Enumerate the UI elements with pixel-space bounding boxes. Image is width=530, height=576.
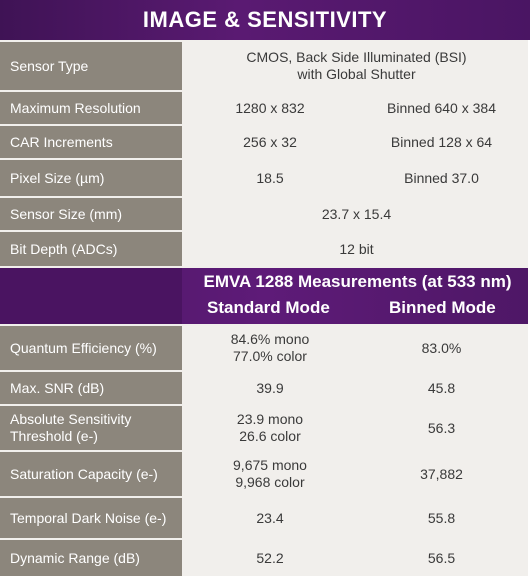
standard-value: 9,675 mono 9,968 color — [185, 452, 355, 496]
standard-value: 23.4 — [185, 498, 355, 538]
binned-value: Binned 128 x 64 — [355, 126, 528, 158]
binned-value: 55.8 — [355, 498, 528, 538]
section-title: IMAGE & SENSITIVITY — [0, 0, 530, 40]
row-value: 12 bit — [185, 232, 528, 266]
spec-row-pixel-size: Pixel Size (µm) 18.5 Binned 37.0 — [0, 160, 530, 196]
binned-value: 45.8 — [355, 372, 528, 404]
binned-value: 37,882 — [355, 452, 528, 496]
emva-header-blank — [0, 268, 182, 324]
row-value: CMOS, Back Side Illuminated (BSI) with Gl… — [185, 42, 528, 90]
binned-value: 83.0% — [355, 326, 528, 370]
measure-row-temporal-dark-noise: Temporal Dark Noise (e-) 23.4 55.8 — [0, 498, 530, 538]
row-label: Sensor Size (mm) — [0, 198, 182, 230]
row-label: Maximum Resolution — [0, 92, 182, 124]
standard-value: 256 x 32 — [185, 126, 355, 158]
standard-value: 84.6% mono 77.0% color — [185, 326, 355, 370]
standard-value: 52.2 — [185, 540, 355, 576]
emva-header: EMVA 1288 Measurements (at 533 nm) Stand… — [0, 268, 530, 324]
row-label: Bit Depth (ADCs) — [0, 232, 182, 266]
spec-row-sensor-type: Sensor Type CMOS, Back Side Illuminated … — [0, 42, 530, 90]
row-label: Dynamic Range (dB) — [0, 540, 182, 576]
row-label: Saturation Capacity (e-) — [0, 452, 182, 496]
row-label: Sensor Type — [0, 42, 182, 90]
measure-row-absolute-sensitivity: Absolute Sensitivity Threshold (e-) 23.9 … — [0, 406, 530, 450]
binned-value: 56.3 — [355, 406, 528, 450]
table-border — [528, 40, 530, 576]
measure-row-saturation-capacity: Saturation Capacity (e-) 9,675 mono 9,968… — [0, 452, 530, 496]
row-label: Temporal Dark Noise (e-) — [0, 498, 182, 538]
row-label: CAR Increments — [0, 126, 182, 158]
binned-value: 56.5 — [355, 540, 528, 576]
row-label: Quantum Efficiency (%) — [0, 326, 182, 370]
standard-value: 18.5 — [185, 160, 355, 196]
spec-row-sensor-size: Sensor Size (mm) 23.7 x 15.4 — [0, 198, 530, 230]
row-label: Max. SNR (dB) — [0, 372, 182, 404]
row-label: Absolute Sensitivity Threshold (e-) — [0, 406, 182, 450]
standard-value: 39.9 — [185, 372, 355, 404]
measure-row-max-snr: Max. SNR (dB) 39.9 45.8 — [0, 372, 530, 404]
spec-row-max-resolution: Maximum Resolution 1280 x 832 Binned 640… — [0, 92, 530, 124]
standard-mode-heading: Standard Mode — [207, 298, 330, 317]
standard-value: 1280 x 832 — [185, 92, 355, 124]
emva-title: EMVA 1288 Measurements (at 533 nm) — [203, 272, 512, 291]
binned-value: Binned 640 x 384 — [355, 92, 528, 124]
measure-row-quantum-efficiency: Quantum Efficiency (%) 84.6% mono 77.0% c… — [0, 326, 530, 370]
binned-mode-heading: Binned Mode — [389, 298, 496, 317]
standard-value: 23.9 mono 26.6 color — [185, 406, 355, 450]
row-value: 23.7 x 15.4 — [185, 198, 528, 230]
binned-value: Binned 37.0 — [355, 160, 528, 196]
spec-row-car-increments: CAR Increments 256 x 32 Binned 128 x 64 — [0, 126, 530, 158]
row-label: Pixel Size (µm) — [0, 160, 182, 196]
measure-row-dynamic-range: Dynamic Range (dB) 52.2 56.5 — [0, 540, 530, 576]
spec-row-bit-depth: Bit Depth (ADCs) 12 bit — [0, 232, 530, 266]
